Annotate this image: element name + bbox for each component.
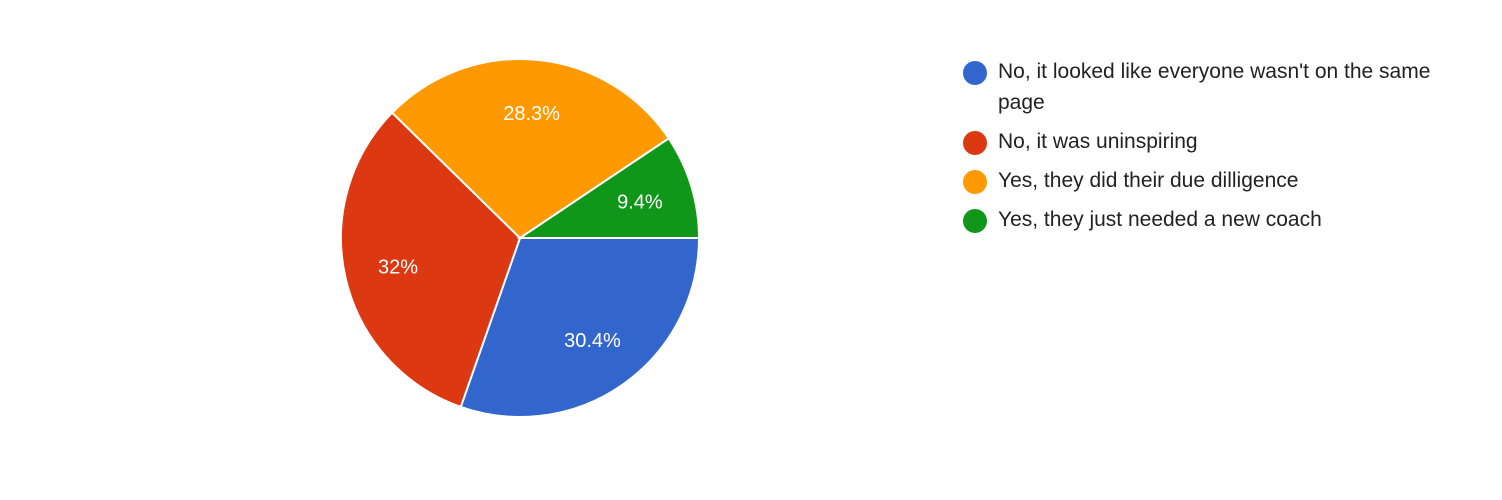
pie-chart: 30.4% 32% 28.3% 9.4% — [340, 58, 701, 418]
legend-item[interactable]: No, it was uninspiring — [963, 128, 1433, 157]
legend-item[interactable]: No, it looked like everyone wasn't on th… — [963, 58, 1433, 118]
legend-label: Yes, they just needed a new coach — [998, 208, 1322, 231]
legend-swatch-icon — [963, 61, 987, 85]
legend-item[interactable]: Yes, they did their due dilligence — [963, 167, 1433, 196]
slice-label: 9.4% — [617, 192, 663, 214]
pie-slice[interactable] — [340, 111, 522, 409]
slice-label: 32% — [378, 256, 418, 278]
legend-swatch-icon — [963, 209, 987, 233]
legend-swatch-icon — [963, 131, 987, 155]
legend-label: Yes, they did their due dilligence — [998, 169, 1299, 192]
legend-label: No, it looked like everyone wasn't on th… — [998, 60, 1431, 114]
pie-slice[interactable] — [516, 137, 701, 239]
pie-slice[interactable] — [390, 58, 671, 240]
legend-swatch-icon — [963, 170, 987, 194]
slice-label: 28.3% — [503, 103, 560, 125]
legend-item[interactable]: Yes, they just needed a new coach — [963, 206, 1433, 235]
legend: No, it looked like everyone wasn't on th… — [963, 58, 1433, 245]
pie-slice[interactable] — [459, 237, 701, 418]
slice-label: 30.4% — [564, 330, 621, 352]
legend-label: No, it was uninspiring — [998, 130, 1198, 153]
